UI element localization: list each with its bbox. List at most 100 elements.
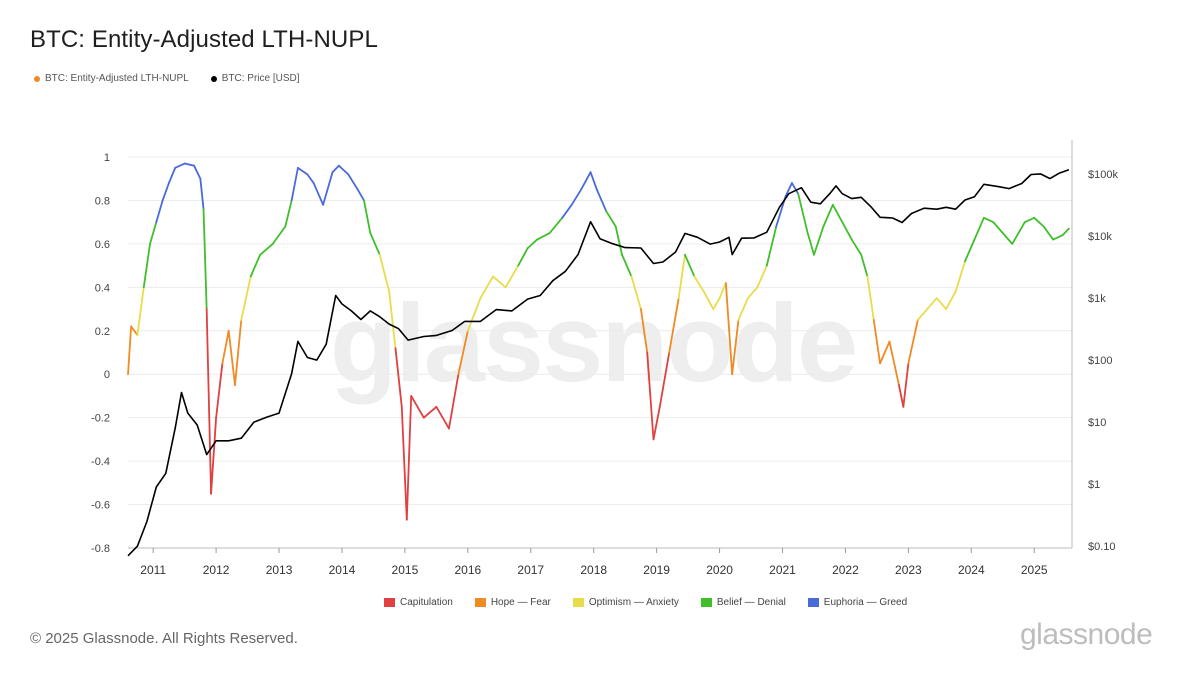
right-axis-tick-label: $10k — [1088, 231, 1112, 243]
nupl-line-segment — [866, 275, 875, 321]
x-axis-tick-label: 2014 — [329, 563, 356, 577]
nupl-line-segment — [1033, 216, 1045, 228]
nupl-line-segment — [517, 247, 529, 267]
left-axis-tick-label: 0.8 — [95, 195, 110, 207]
x-axis-tick-label: 2016 — [454, 563, 481, 577]
nupl-line-segment — [621, 253, 633, 278]
right-axis-tick-label: $1k — [1088, 293, 1106, 305]
nupl-line-segment — [640, 308, 649, 354]
nupl-line-segment — [718, 282, 727, 300]
nupl-line-segment — [331, 164, 340, 174]
nupl-line-segment — [347, 173, 359, 191]
nupl-line-segment — [193, 164, 202, 180]
nupl-line-segment — [724, 282, 734, 376]
nupl-line-segment — [168, 166, 177, 184]
nupl-line-segment — [1011, 221, 1026, 245]
zone-legend-belief-denial[interactable]: Belief — Denial — [700, 597, 786, 608]
left-axis-tick-label: 0.4 — [95, 282, 110, 294]
nupl-line-segment — [677, 253, 686, 300]
x-axis-tick-label: 2025 — [1021, 563, 1048, 577]
nupl-line-segment — [249, 253, 262, 278]
nupl-line-segment — [234, 319, 243, 386]
nupl-line-segment — [580, 171, 592, 191]
zone-legend-hope-fear[interactable]: Hope — Fear — [474, 597, 551, 608]
nupl-line-segment — [668, 297, 680, 354]
x-axis-tick-label: 2015 — [392, 563, 419, 577]
nupl-line-segment — [926, 297, 938, 310]
nupl-line-segment — [356, 188, 365, 202]
nupl-line-segment — [422, 405, 438, 419]
legend-item-nupl[interactable]: BTC: Entity-Adjusted LTH-NUPL — [34, 73, 189, 84]
legend-item-price[interactable]: BTC: Price [USD] — [210, 73, 300, 84]
nupl-line-segment — [210, 416, 218, 495]
nupl-line-segment — [199, 177, 205, 211]
left-axis-tick-label: 1 — [104, 152, 110, 164]
nupl-line-segment — [466, 297, 482, 332]
zone-legend-optimism-anxiety[interactable]: Optimism — Anxiety — [572, 597, 679, 608]
right-axis-tick-label: $1 — [1088, 479, 1100, 491]
zone-swatch-hope-fear — [474, 598, 486, 607]
right-axis-tick-label: $10 — [1088, 417, 1106, 429]
nupl-line-segment — [1052, 234, 1064, 241]
nupl-line-segment — [935, 297, 948, 310]
nupl-line-segment — [297, 166, 309, 176]
nupl-line-segment — [183, 162, 195, 167]
nupl-line-segment — [130, 325, 139, 337]
nupl-line-segment — [992, 221, 1004, 234]
zone-label-hope-fear: Hope — Fear — [490, 597, 551, 608]
x-axis-tick-label: 2024 — [958, 563, 985, 577]
nupl-line-segment — [410, 395, 425, 419]
zone-legend-euphoria-greed[interactable]: Euphoria — Greed — [807, 597, 908, 608]
nupl-line-segment — [756, 264, 768, 289]
nupl-line-segment — [448, 373, 460, 430]
nupl-line-segment — [954, 260, 966, 293]
nupl-line-segment — [907, 319, 919, 365]
nupl-line-segment — [388, 290, 397, 350]
nupl-line-segment — [860, 253, 869, 278]
nupl-line-segment — [684, 253, 696, 278]
nupl-line-segment — [405, 395, 413, 521]
zone-legend-capitulation[interactable]: Capitulation — [384, 597, 453, 608]
nupl-line-segment — [658, 351, 671, 408]
nupl-line-segment — [394, 347, 403, 408]
nupl-line-segment — [284, 199, 293, 228]
nupl-line-segment — [479, 275, 494, 300]
nupl-line-segment — [872, 319, 881, 365]
nupl-line-segment — [746, 286, 759, 300]
nupl-line-segment — [702, 290, 715, 310]
nupl-line-segment — [378, 253, 391, 293]
nupl-line-segment — [215, 362, 224, 419]
zone-legend: Capitulation Hope — Fear Optimism — Anxi… — [384, 597, 907, 608]
nupl-line-segment — [457, 329, 469, 376]
nupl-line-segment — [765, 225, 778, 267]
left-axis-tick-label: -0.6 — [91, 500, 110, 512]
nupl-line-segment — [806, 232, 815, 256]
nupl-line-segment — [155, 199, 164, 224]
nupl-line-segment — [337, 164, 350, 176]
nupl-line-segment — [240, 275, 252, 321]
left-axis-tick-label: -0.2 — [91, 413, 110, 425]
nupl-line-segment — [902, 362, 910, 408]
nupl-line-segment — [916, 308, 929, 321]
copyright-text: © 2025 Glassnode. All Rights Reserved. — [30, 630, 298, 647]
nupl-line-segment — [605, 210, 617, 228]
zone-label-euphoria-greed: Euphoria — Greed — [823, 597, 908, 608]
nupl-line-segment — [630, 275, 642, 310]
x-axis-tick-label: 2022 — [832, 563, 859, 577]
right-axis-tick-label: $100 — [1088, 355, 1112, 367]
nupl-line-segment — [589, 171, 598, 191]
nupl-line-segment — [548, 216, 564, 234]
nupl-line-segment — [737, 297, 749, 321]
brand-logo-text: glassnode — [1020, 618, 1153, 651]
nupl-line-segment — [322, 171, 334, 206]
nupl-line-segment — [1023, 216, 1036, 224]
nupl-line-segment — [536, 232, 551, 241]
nupl-line-segment — [652, 405, 661, 441]
x-axis-tick-label: 2020 — [706, 563, 733, 577]
nupl-line-segment — [174, 162, 186, 169]
legend-dot-price — [210, 75, 217, 82]
left-axis-tick-label: 0.2 — [95, 326, 110, 338]
nupl-line-segment — [290, 166, 299, 202]
nupl-line-segment — [784, 182, 793, 198]
